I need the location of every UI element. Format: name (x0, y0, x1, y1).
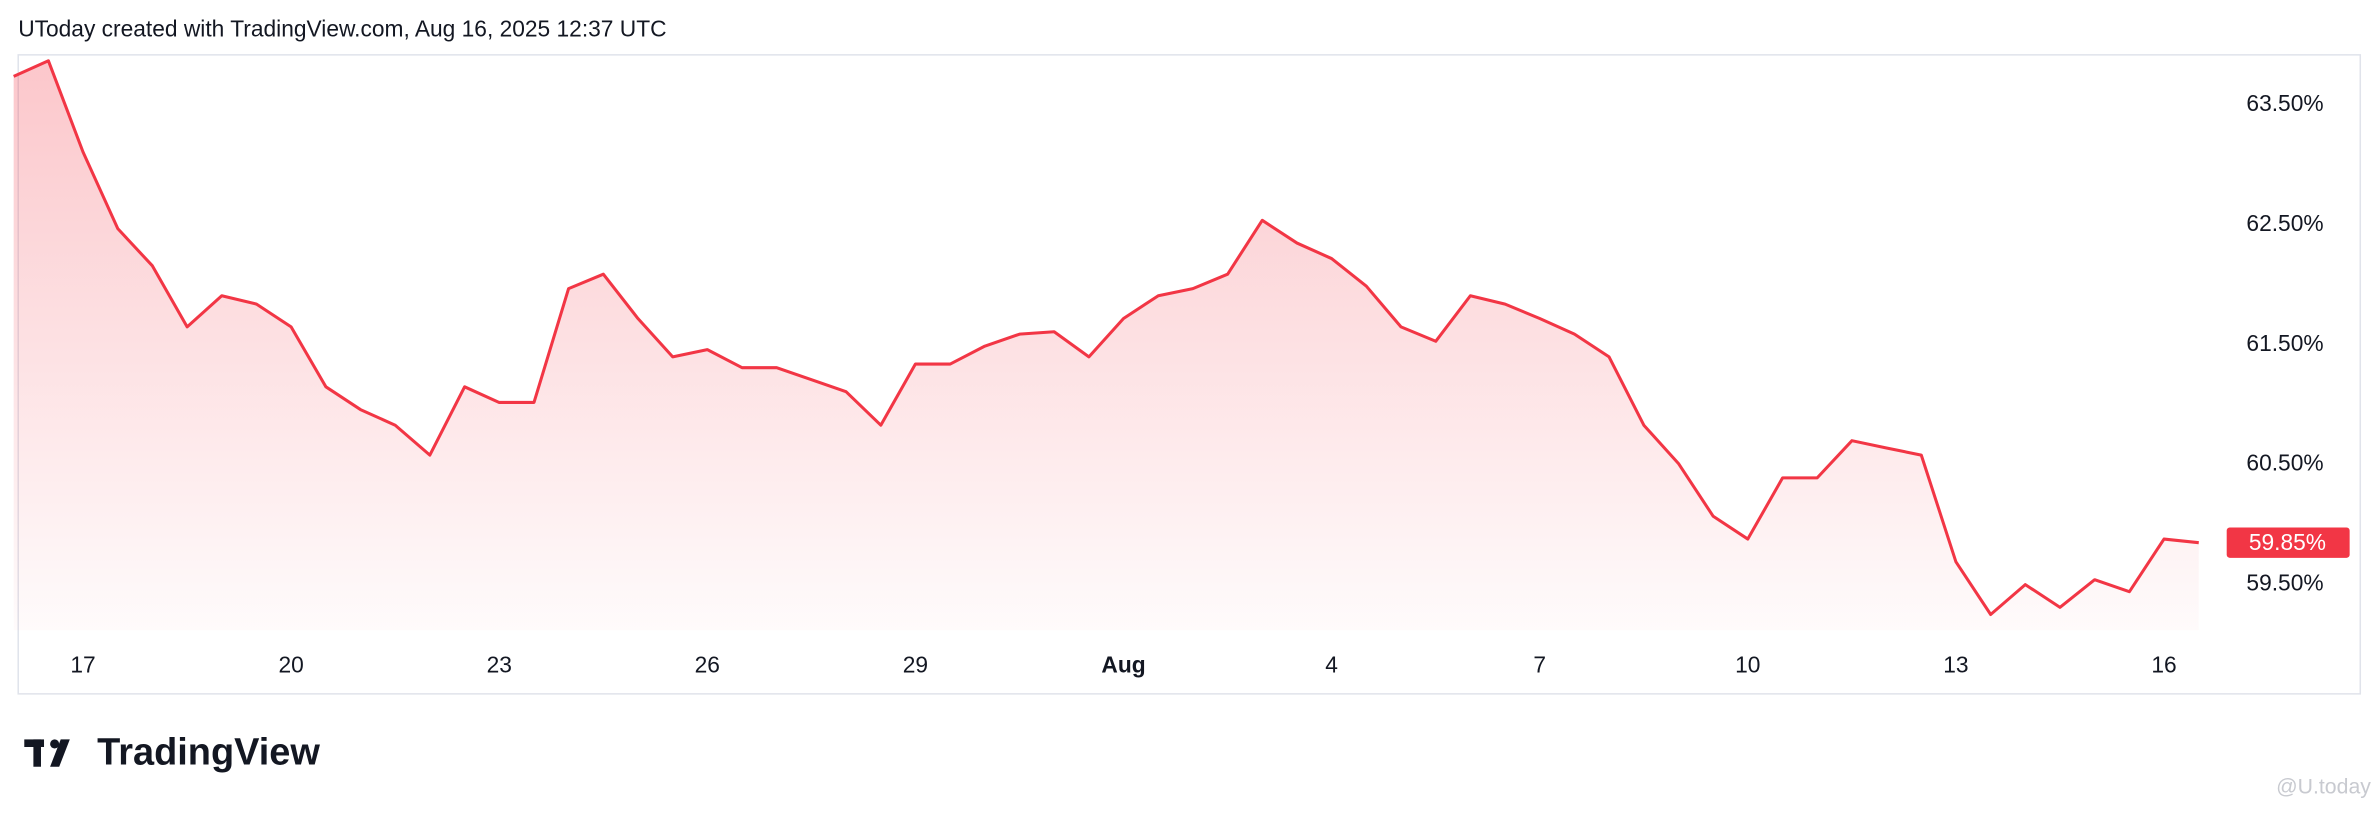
header-text: UToday created with TradingView.com, Aug… (18, 16, 666, 42)
x-tick-label: 17 (70, 652, 95, 678)
y-tick-label: 62.50% (2246, 210, 2323, 236)
y-tick-label: 60.50% (2246, 450, 2323, 476)
x-tick-label: 29 (903, 652, 928, 678)
x-tick-label: 26 (695, 652, 720, 678)
logo-icon (24, 739, 70, 767)
y-tick-label: 59.50% (2246, 570, 2323, 596)
watermark: @U.today (2276, 775, 2371, 799)
x-tick-label: Aug (1101, 652, 1145, 678)
x-tick-label: 10 (1735, 652, 1760, 678)
y-tick-label: 63.50% (2246, 90, 2323, 116)
x-tick-label: 20 (278, 652, 303, 678)
x-tick-label: 4 (1325, 652, 1338, 678)
area-fill (13, 60, 2199, 631)
logo-text: TradingView (97, 732, 320, 774)
x-tick-label: 16 (2151, 652, 2176, 678)
price-line (13, 59, 2199, 617)
x-tick-label: 13 (1943, 652, 1968, 678)
y-tick-label: 61.50% (2246, 330, 2323, 356)
x-tick-label: 23 (487, 652, 512, 678)
x-tick-label: 7 (1533, 652, 1546, 678)
price-tag-label: 59.85% (2249, 529, 2326, 555)
price-tag (2226, 527, 2350, 558)
